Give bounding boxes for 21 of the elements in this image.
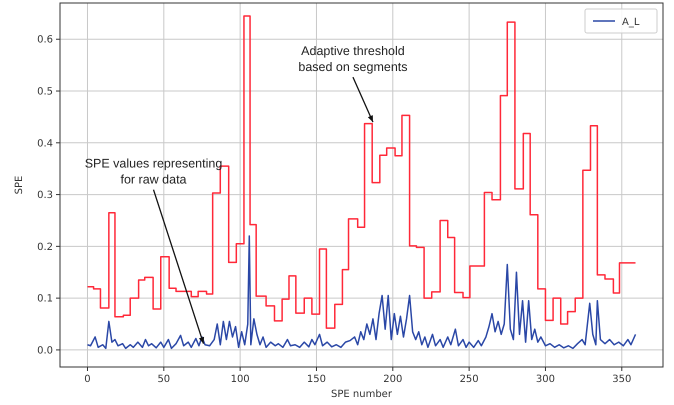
y-tick-label: 0.3 xyxy=(37,190,53,202)
x-tick-label: 50 xyxy=(157,374,170,385)
x-tick-label: 250 xyxy=(460,374,479,385)
x-axis-title: SPE number xyxy=(331,389,393,400)
x-tick-label: 300 xyxy=(536,374,555,385)
y-tick-label: 0.6 xyxy=(37,34,53,46)
y-tick-label: 0.0 xyxy=(37,345,53,356)
annotation: Adaptive threshold based on segments xyxy=(298,44,408,74)
y-tick-label: 0.4 xyxy=(37,138,53,150)
y-axis-title: SPE xyxy=(14,176,25,194)
x-tick-label: 200 xyxy=(383,374,402,385)
x-tick-label: 150 xyxy=(306,374,326,385)
x-tick-label: 350 xyxy=(612,374,632,385)
y-tick-label: 0.1 xyxy=(37,294,53,305)
y-tick-label: 0.5 xyxy=(37,86,53,98)
x-tick-label: 100 xyxy=(230,374,250,385)
x-tick-label: 0 xyxy=(84,374,91,385)
line-series xyxy=(86,235,636,350)
annotation: SPE values representing for raw data xyxy=(84,156,222,187)
legend-label: A_L xyxy=(622,17,640,28)
y-tick-label: 0.2 xyxy=(37,242,53,253)
